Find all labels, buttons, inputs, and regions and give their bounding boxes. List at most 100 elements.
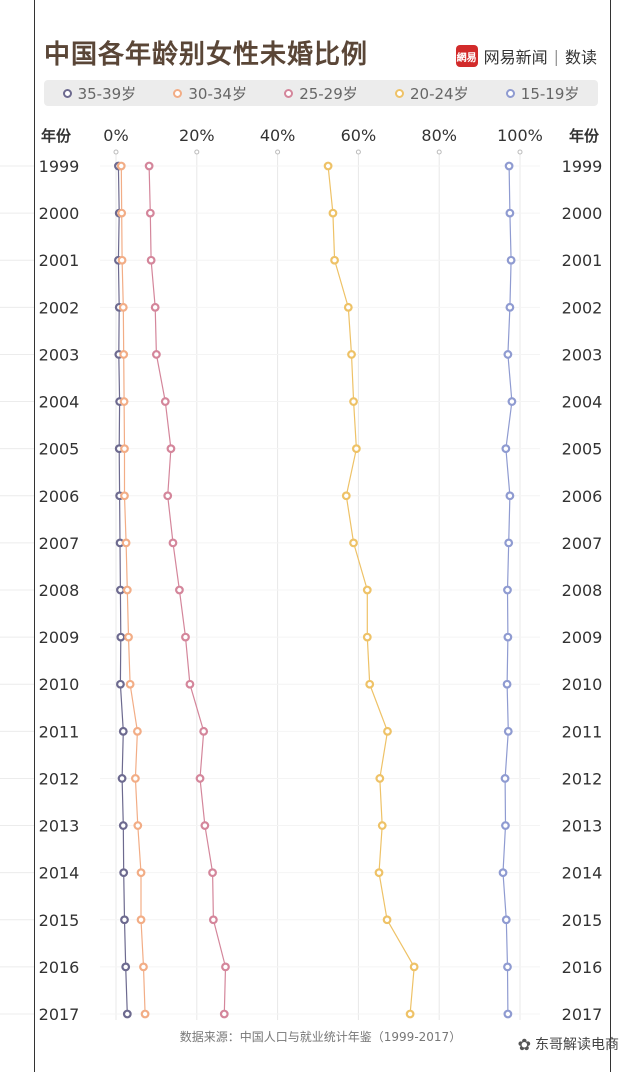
brand-separator: | bbox=[553, 46, 559, 66]
x-tick-marker bbox=[436, 149, 442, 155]
year-label-right: 2001 bbox=[562, 251, 603, 270]
x-tick-marker bbox=[355, 149, 361, 155]
data-point bbox=[122, 585, 132, 595]
data-point bbox=[116, 161, 126, 171]
x-tick-label: 80% bbox=[421, 126, 457, 145]
data-point bbox=[117, 774, 127, 783]
data-point bbox=[343, 302, 353, 312]
data-point bbox=[409, 962, 419, 972]
left-border-line bbox=[34, 0, 35, 1072]
data-point bbox=[219, 1009, 229, 1019]
data-point bbox=[503, 350, 513, 359]
data-point bbox=[119, 868, 129, 878]
x-tick-label: 0% bbox=[103, 126, 128, 145]
year-label-right: 2002 bbox=[562, 298, 603, 317]
data-point bbox=[362, 585, 372, 595]
data-point bbox=[130, 774, 140, 783]
x-tick-marker bbox=[517, 149, 523, 155]
x-tick-label: 60% bbox=[341, 126, 377, 145]
data-point bbox=[118, 302, 128, 312]
data-point bbox=[501, 915, 511, 925]
year-label-left: 2006 bbox=[39, 487, 80, 506]
data-point bbox=[383, 726, 392, 736]
data-point bbox=[133, 726, 142, 736]
data-point bbox=[168, 538, 178, 548]
data-point bbox=[120, 915, 129, 925]
data-point bbox=[140, 1009, 150, 1019]
data-point bbox=[166, 444, 176, 454]
year-label-right: 2008 bbox=[562, 581, 603, 600]
year-label-right: 2000 bbox=[562, 204, 603, 223]
data-point bbox=[125, 679, 135, 689]
wechat-icon: ✿ bbox=[517, 1034, 531, 1054]
data-point bbox=[116, 632, 126, 642]
legend-marker-icon bbox=[505, 88, 515, 98]
x-tick-marker bbox=[194, 149, 200, 155]
data-point bbox=[505, 302, 515, 312]
data-point bbox=[199, 726, 209, 736]
data-point bbox=[507, 397, 517, 406]
legend-item: 35-39岁 bbox=[62, 83, 137, 104]
data-point bbox=[116, 679, 125, 689]
legend-label: 25-29岁 bbox=[299, 84, 358, 103]
brand-name: 网易新闻 bbox=[483, 48, 548, 67]
data-point bbox=[163, 491, 173, 501]
legend-label: 30-34岁 bbox=[188, 84, 247, 103]
data-point bbox=[503, 585, 512, 595]
data-point bbox=[506, 255, 516, 265]
year-label-left: 2001 bbox=[39, 251, 80, 270]
data-point bbox=[117, 255, 127, 265]
data-point bbox=[405, 1009, 415, 1019]
data-point bbox=[122, 1009, 132, 1019]
year-label-left: 2016 bbox=[39, 958, 80, 977]
data-point bbox=[181, 632, 190, 642]
x-tick-label: 40% bbox=[260, 126, 296, 145]
data-point bbox=[351, 444, 361, 454]
data-point bbox=[330, 255, 339, 265]
data-point bbox=[498, 868, 508, 878]
data-point bbox=[144, 161, 154, 171]
year-label-right: 2015 bbox=[562, 911, 603, 930]
data-point bbox=[208, 868, 217, 878]
data-point bbox=[118, 726, 128, 736]
year-label-left: 2012 bbox=[39, 769, 80, 788]
data-point bbox=[119, 350, 129, 359]
year-label-right: 2005 bbox=[562, 440, 603, 459]
data-point bbox=[374, 868, 384, 878]
year-label-right: 2017 bbox=[562, 1005, 603, 1024]
data-point bbox=[503, 962, 512, 972]
legend-item: 20-24岁 bbox=[394, 83, 469, 104]
data-point bbox=[349, 538, 358, 548]
x-tick-marker bbox=[275, 149, 281, 155]
data-point bbox=[382, 915, 392, 925]
brand-sub: 数读 bbox=[564, 48, 597, 67]
year-label-left: 2015 bbox=[39, 911, 80, 930]
data-point bbox=[133, 821, 143, 830]
year-label-left: 2002 bbox=[39, 298, 80, 317]
x-tick-label: 100% bbox=[497, 126, 543, 145]
chart-title: 中国各年龄别女性未婚比例 bbox=[44, 40, 369, 70]
data-point bbox=[362, 632, 372, 642]
year-label-left: 2017 bbox=[39, 1005, 80, 1024]
data-point bbox=[341, 491, 351, 501]
year-label-left: 2009 bbox=[39, 628, 80, 647]
data-point bbox=[502, 679, 512, 689]
data-point bbox=[121, 538, 131, 548]
legend-marker-icon bbox=[394, 88, 404, 98]
data-point bbox=[146, 255, 156, 265]
data-point bbox=[139, 962, 148, 972]
data-point bbox=[120, 491, 129, 501]
watermark: ✿ 东哥解读电商 bbox=[518, 1034, 619, 1054]
legend-item: 25-29岁 bbox=[284, 83, 358, 104]
data-point bbox=[145, 208, 155, 218]
year-label-left: 2010 bbox=[39, 675, 80, 694]
legend-label: 35-39岁 bbox=[77, 84, 137, 103]
year-label-left: 2000 bbox=[39, 204, 80, 223]
data-point bbox=[504, 161, 514, 171]
data-point bbox=[503, 726, 513, 736]
data-point bbox=[124, 632, 133, 642]
year-label-right: 2016 bbox=[562, 958, 603, 977]
data-point bbox=[151, 350, 161, 359]
year-label-left: 2011 bbox=[39, 722, 80, 741]
